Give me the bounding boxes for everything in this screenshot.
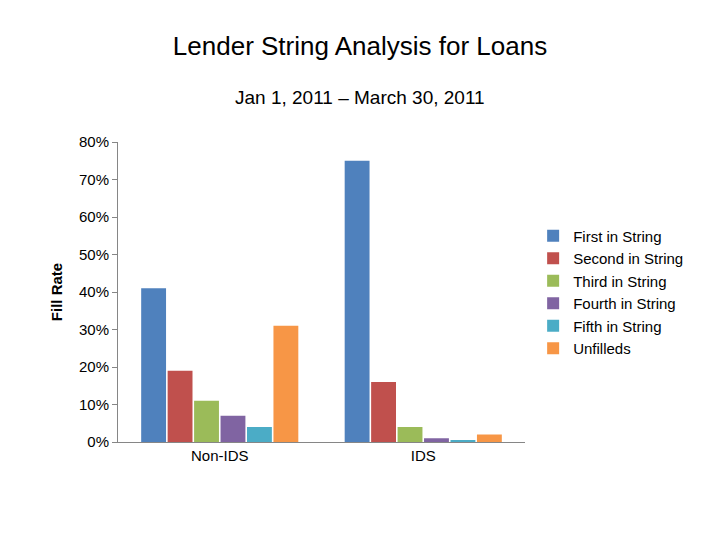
svg-text:Non-IDS: Non-IDS — [191, 447, 249, 464]
svg-text:0%: 0% — [87, 433, 109, 450]
svg-text:50%: 50% — [79, 246, 109, 263]
svg-text:Jan 1, 2011 – March 30, 2011: Jan 1, 2011 – March 30, 2011 — [235, 87, 485, 108]
svg-text:Second in String: Second in String — [573, 250, 683, 267]
svg-text:80%: 80% — [79, 133, 109, 150]
svg-text:40%: 40% — [79, 283, 109, 300]
svg-text:Third in String: Third in String — [573, 273, 666, 290]
svg-text:60%: 60% — [79, 208, 109, 225]
svg-text:Fourth in String: Fourth in String — [573, 295, 676, 312]
svg-text:Fifth in String: Fifth in String — [573, 318, 661, 335]
svg-text:Fill Rate: Fill Rate — [48, 263, 65, 321]
svg-text:Lender String Analysis for Loa: Lender String Analysis for Loans — [173, 31, 547, 61]
svg-text:70%: 70% — [79, 171, 109, 188]
svg-text:IDS: IDS — [411, 447, 436, 464]
svg-text:10%: 10% — [79, 396, 109, 413]
svg-text:20%: 20% — [79, 358, 109, 375]
svg-text:30%: 30% — [79, 321, 109, 338]
svg-text:Unfilleds: Unfilleds — [573, 340, 631, 357]
svg-text:First in String: First in String — [573, 228, 661, 245]
